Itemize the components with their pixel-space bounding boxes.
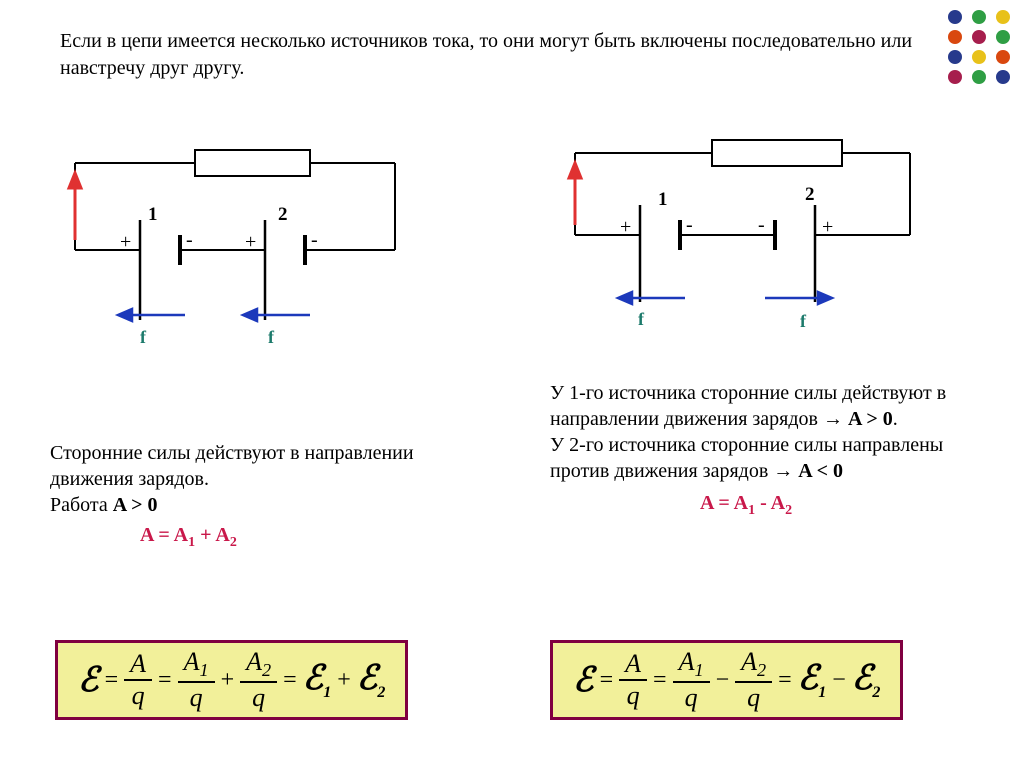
dot xyxy=(996,10,1010,24)
right-text-2: У 2-го источника сторонние силы направле… xyxy=(550,432,990,484)
label-2: 2 xyxy=(805,184,815,205)
fraction: A1q xyxy=(178,647,215,713)
fraction: A1q xyxy=(673,647,710,713)
dot xyxy=(948,50,962,64)
f-label: f xyxy=(140,327,147,347)
eq-sign: = xyxy=(279,667,301,694)
left-equation: A = A1 + A2 xyxy=(140,522,430,552)
formula-box-left: ℰ = Aq = A1q + A2q = ℰ1 + ℰ2 xyxy=(55,640,408,720)
plus-label: + xyxy=(245,231,256,253)
eq-sign: = xyxy=(101,667,123,694)
emf-symbol: ℰ2 xyxy=(852,658,881,702)
plus-label: + xyxy=(620,216,631,238)
f-label: f xyxy=(800,311,807,331)
formula-box-right: ℰ = Aq = A1q − A2q = ℰ1 − ℰ2 xyxy=(550,640,903,720)
plus-label: + xyxy=(822,216,833,238)
dot xyxy=(972,70,986,84)
left-text-2: Работа A > 0 xyxy=(50,492,430,518)
left-text-block: Сторонние силы действуют в направлении д… xyxy=(50,440,430,552)
dot xyxy=(948,10,962,24)
f-label: f xyxy=(268,327,275,347)
right-equation: A = A1 - A2 xyxy=(700,490,990,520)
label-1: 1 xyxy=(148,204,158,225)
dot xyxy=(996,50,1010,64)
fraction: A2q xyxy=(735,647,772,713)
dot xyxy=(996,30,1010,44)
decorative-dots xyxy=(948,10,1014,84)
minus-label: - xyxy=(186,229,193,251)
dot xyxy=(972,30,986,44)
plus-sign: + xyxy=(217,667,239,694)
fraction: Aq xyxy=(124,649,152,711)
eq-sign: = xyxy=(596,667,618,694)
plus-sign: + xyxy=(333,667,355,694)
label-1: 1 xyxy=(658,189,668,210)
fraction: Aq xyxy=(619,649,647,711)
circuit-left: 1 2 + - + - f f xyxy=(40,140,420,360)
eq-sign: = xyxy=(154,667,176,694)
eq-sign: = xyxy=(649,667,671,694)
minus-label: - xyxy=(758,214,765,236)
left-text-1: Сторонние силы действуют в направлении д… xyxy=(50,440,430,492)
dot xyxy=(948,70,962,84)
dot xyxy=(996,70,1010,84)
emf-symbol: ℰ1 xyxy=(798,658,827,702)
minus-sign: − xyxy=(712,667,734,694)
emf-symbol: ℰ2 xyxy=(357,658,386,702)
emf-symbol: ℰ xyxy=(573,660,594,700)
dot xyxy=(948,30,962,44)
dot xyxy=(972,10,986,24)
minus-label: - xyxy=(686,214,693,236)
right-text-block: У 1-го источника сторонние силы действую… xyxy=(550,380,990,520)
plus-label: + xyxy=(120,231,131,253)
right-text-1: У 1-го источника сторонние силы действую… xyxy=(550,380,990,432)
circuit-right: 1 2 + - - + f f xyxy=(540,130,940,340)
label-2: 2 xyxy=(278,204,288,225)
intro-text: Если в цепи имеется несколько источников… xyxy=(60,28,930,82)
dot xyxy=(972,50,986,64)
emf-symbol: ℰ xyxy=(78,660,99,700)
eq-sign: = xyxy=(774,667,796,694)
minus-sign: − xyxy=(828,667,850,694)
emf-symbol: ℰ1 xyxy=(303,658,332,702)
fraction: A2q xyxy=(240,647,277,713)
f-label: f xyxy=(638,309,645,329)
minus-label: - xyxy=(311,229,318,251)
